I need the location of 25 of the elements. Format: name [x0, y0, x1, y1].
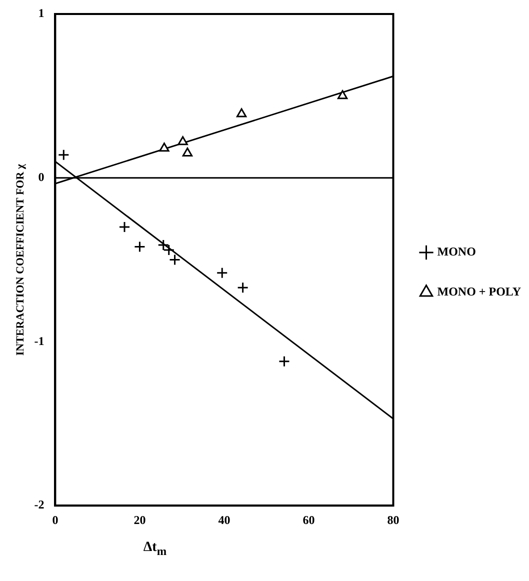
- point: [337, 90, 348, 100]
- x-tick-label: 40: [218, 512, 230, 527]
- x-axis-title: Δt$_{m}$: [142, 540, 168, 558]
- point: [278, 356, 290, 368]
- x-tick-label: 80: [387, 512, 400, 527]
- legend-label: MONO: [437, 244, 476, 259]
- point: [58, 149, 70, 161]
- y-axis-title: INTERACTION COEFFICIENT FOR χ: [14, 163, 26, 356]
- y-tick-label: -1: [34, 334, 44, 348]
- point: [134, 240, 146, 252]
- y-tick-label: 1: [38, 6, 44, 20]
- point: [159, 142, 170, 152]
- point: [237, 282, 249, 294]
- x-tick-label: 60: [302, 512, 315, 527]
- point: [169, 254, 181, 266]
- point: [236, 108, 247, 118]
- y-tick-label: 0: [38, 170, 44, 184]
- point: [178, 136, 188, 146]
- point: [118, 221, 130, 233]
- point: [182, 148, 193, 157]
- x-tick-label: 0: [52, 512, 58, 527]
- x-tick-label: 20: [134, 512, 146, 527]
- y-tick-label: -2: [34, 498, 44, 512]
- legend-label: MONO + POLY: [437, 284, 522, 299]
- point: [216, 267, 228, 279]
